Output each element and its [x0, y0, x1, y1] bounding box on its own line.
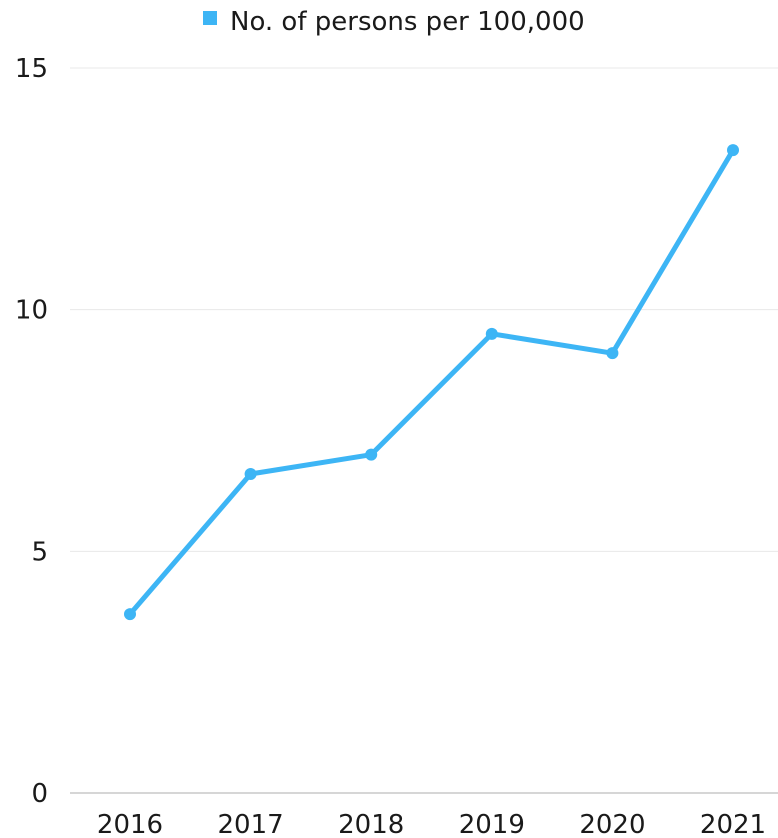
legend: No. of persons per 100,000: [203, 7, 585, 37]
data-point: [124, 608, 136, 621]
legend-swatch: [203, 11, 217, 25]
y-tick-label: 5: [31, 537, 48, 567]
series-line: [127, 147, 736, 617]
y-tick-label: 15: [15, 54, 48, 84]
x-tick-label: 2020: [579, 810, 645, 838]
y-tick-label: 10: [15, 296, 48, 326]
x-tick-label: 2019: [459, 810, 525, 838]
y-axis-tick-labels: 0 5 10 15: [15, 54, 48, 809]
data-point: [727, 144, 739, 157]
data-point: [244, 468, 257, 480]
series-layer: [124, 144, 739, 621]
x-tick-label: 2021: [700, 810, 766, 838]
data-point: [485, 327, 498, 340]
data-point: [365, 448, 378, 461]
data-point: [606, 347, 619, 360]
y-tick-label: 0: [31, 779, 48, 809]
x-axis-tick-labels: 2016 2017 2018 2019 2020 2021: [97, 810, 766, 838]
x-tick-label: 2018: [338, 810, 404, 838]
gridlines: [70, 67, 778, 794]
x-tick-label: 2017: [218, 810, 284, 838]
legend-label: No. of persons per 100,000: [230, 7, 585, 37]
x-tick-label: 2016: [97, 810, 163, 838]
